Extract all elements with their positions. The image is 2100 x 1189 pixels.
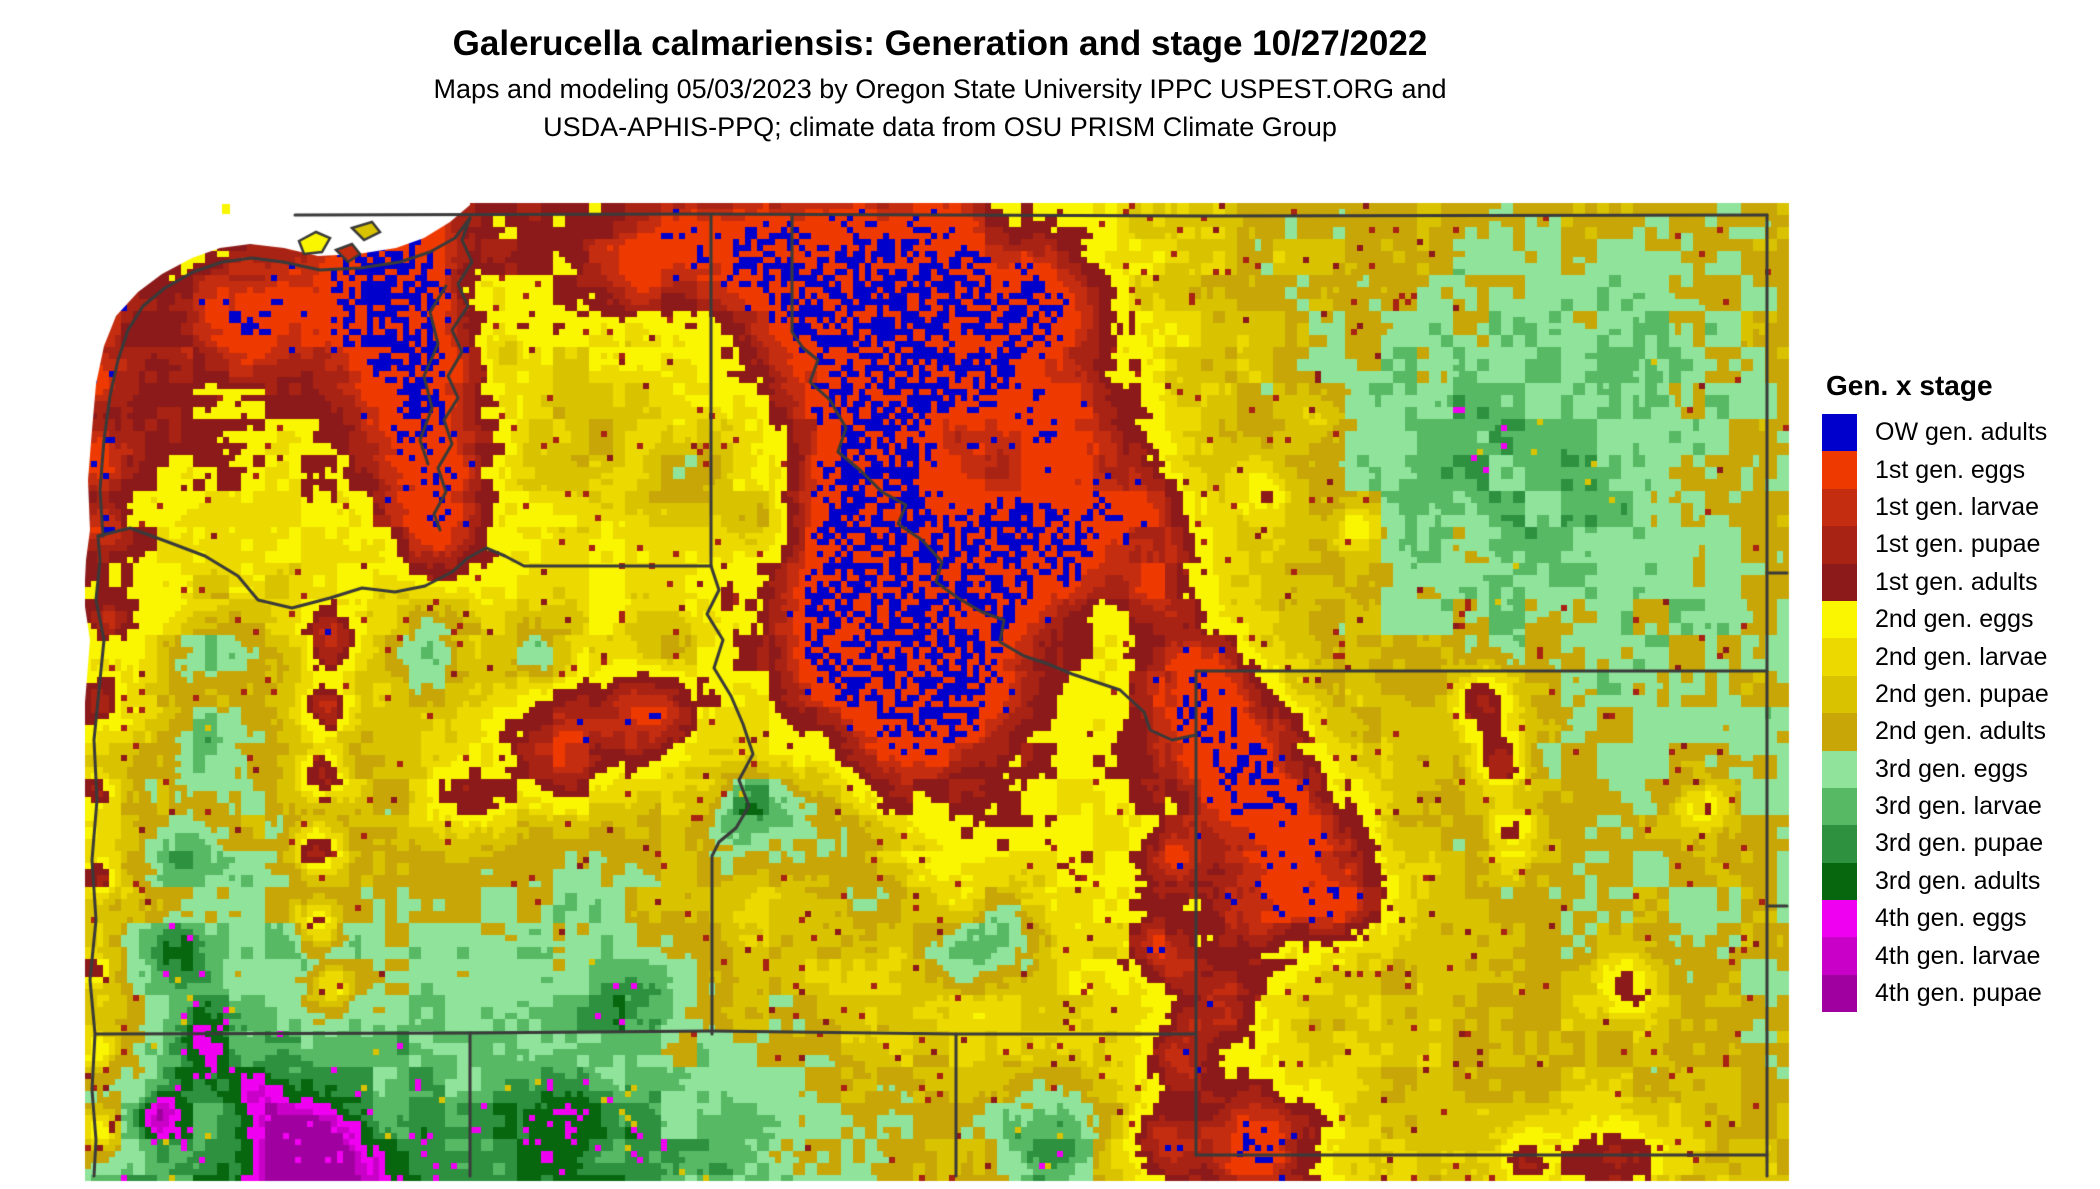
legend-title: Gen. x stage	[1826, 370, 1993, 401]
legend-item: 3rd gen. adults	[1822, 862, 2098, 901]
subtitle-line-2: USDA-APHIS-PPQ; climate data from OSU PR…	[543, 112, 1337, 142]
legend-swatch	[1822, 488, 1857, 527]
legend-swatch	[1822, 563, 1857, 601]
legend-item-label: 2nd gen. adults	[1875, 717, 2046, 746]
legend-swatch	[1822, 414, 1857, 452]
legend-item: 4th gen. larvae	[1822, 937, 2098, 975]
legend-item: OW gen. adults	[1822, 414, 2098, 452]
legend-item-label: 3rd gen. eggs	[1875, 754, 2028, 783]
legend-item-label: 2nd gen. larvae	[1875, 642, 2048, 671]
legend-item-label: 1st gen. eggs	[1875, 455, 2026, 484]
legend-item-label: 3rd gen. larvae	[1875, 792, 2042, 821]
legend-swatch	[1822, 526, 1857, 564]
legend-item-label: 4th gen. eggs	[1875, 904, 2027, 933]
legend-item: 4th gen. pupae	[1822, 974, 2098, 1013]
page-subtitle: Maps and modeling 05/03/2023 by Oregon S…	[0, 70, 1880, 146]
legend-swatch	[1822, 675, 1857, 714]
legend-item-label: 3rd gen. adults	[1875, 866, 2041, 895]
legend-swatch	[1822, 600, 1857, 639]
legend-item: 1st gen. adults	[1822, 563, 2098, 601]
legend-item-label: OW gen. adults	[1875, 418, 2048, 447]
legend-swatch	[1822, 862, 1857, 901]
subtitle-line-1: Maps and modeling 05/03/2023 by Oregon S…	[433, 74, 1447, 104]
legend-item: 1st gen. larvae	[1822, 488, 2098, 527]
legend-swatch	[1822, 787, 1857, 826]
legend-item-label: 1st gen. adults	[1875, 567, 2038, 596]
legend-item: 1st gen. pupae	[1822, 526, 2098, 564]
legend-swatch	[1822, 937, 1857, 975]
legend-item-label: 4th gen. larvae	[1875, 941, 2041, 970]
legend-item-label: 4th gen. pupae	[1875, 979, 2042, 1008]
legend-item-label: 2nd gen. eggs	[1875, 605, 2034, 634]
legend-items: OW gen. adults 1st gen. eggs 1st gen. larv…	[1822, 414, 2098, 1013]
legend-swatch	[1822, 974, 1857, 1013]
legend-item-label: 1st gen. pupae	[1875, 530, 2041, 559]
legend-swatch	[1822, 638, 1857, 676]
legend-item: 2nd gen. eggs	[1822, 600, 2098, 639]
legend-swatch	[1822, 713, 1857, 751]
legend-swatch	[1822, 451, 1857, 489]
legend-swatch	[1822, 825, 1857, 863]
legend-item: 3rd gen. larvae	[1822, 787, 2098, 826]
legend-swatch	[1822, 750, 1857, 788]
legend: Gen. x stage OW gen. adults 1st gen. eggs…	[1822, 370, 2098, 1013]
legend-item: 4th gen. eggs	[1822, 900, 2098, 938]
legend-item-label: 2nd gen. pupae	[1875, 679, 2049, 708]
legend-item-label: 3rd gen. pupae	[1875, 829, 2044, 858]
legend-item: 2nd gen. pupae	[1822, 675, 2098, 714]
legend-item: 2nd gen. adults	[1822, 713, 2098, 751]
legend-item: 2nd gen. larvae	[1822, 638, 2098, 676]
page-title: Galerucella calmariensis: Generation and…	[452, 24, 1428, 63]
legend-item: 1st gen. eggs	[1822, 451, 2098, 489]
legend-swatch	[1822, 900, 1857, 938]
legend-item: 3rd gen. pupae	[1822, 825, 2098, 863]
legend-item: 3rd gen. eggs	[1822, 750, 2098, 788]
legend-item-label: 1st gen. larvae	[1875, 492, 2039, 521]
